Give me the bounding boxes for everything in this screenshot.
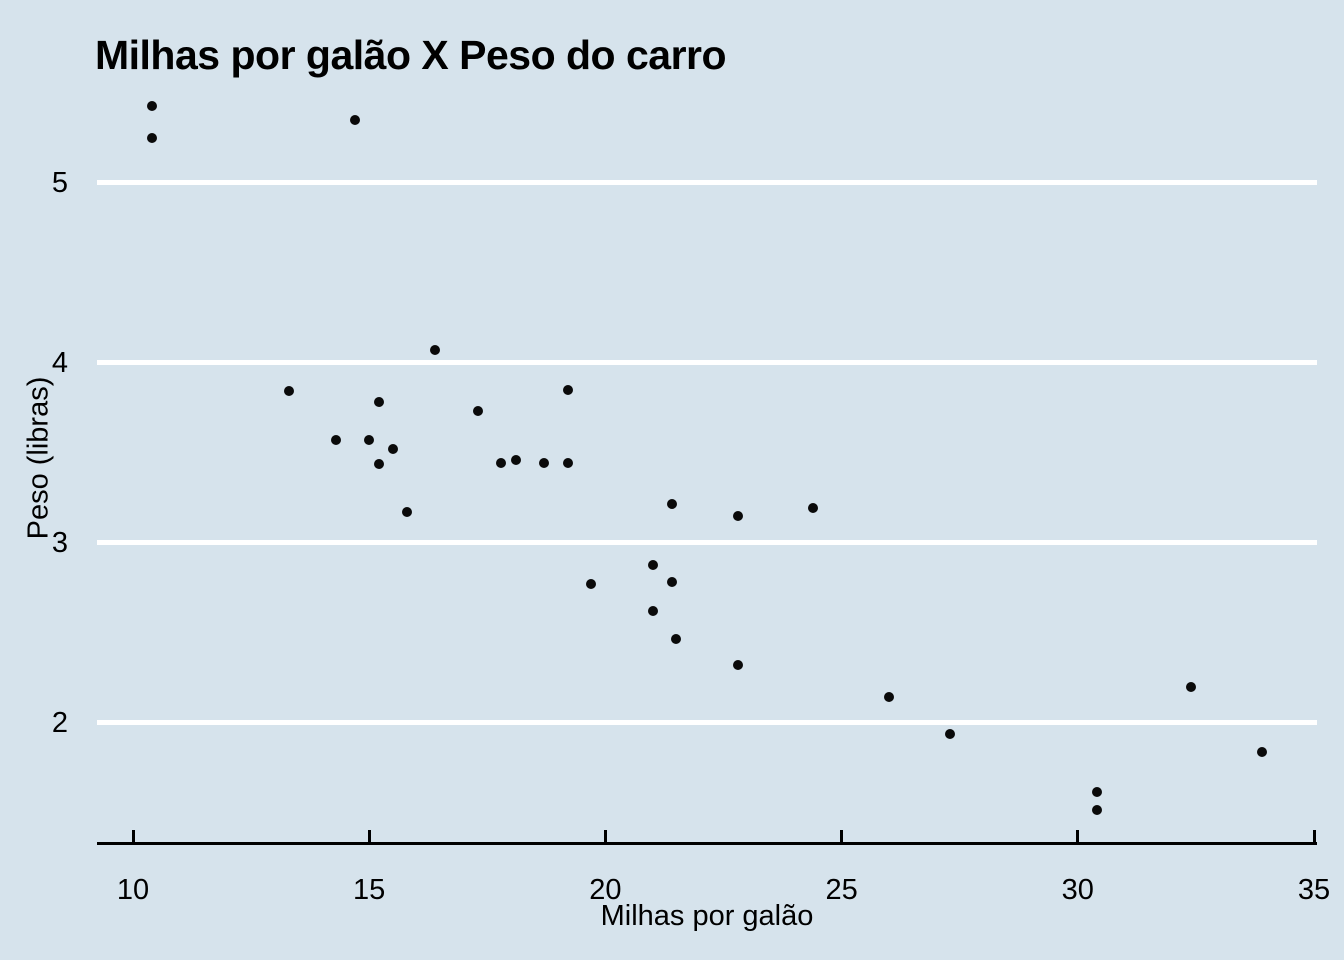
x-tick-mark <box>367 830 371 843</box>
data-point <box>496 458 507 469</box>
data-point <box>666 577 677 588</box>
gridline <box>97 360 1317 365</box>
data-point <box>647 560 658 570</box>
data-point <box>401 506 412 517</box>
data-point <box>350 115 361 126</box>
data-point <box>146 101 157 112</box>
data-point <box>562 385 573 396</box>
data-point <box>732 659 743 670</box>
data-point <box>647 605 658 616</box>
x-tick-label: 20 <box>589 874 622 906</box>
data-point <box>1091 786 1102 797</box>
x-tick-label: 15 <box>353 874 386 906</box>
y-axis-label: Peso (libras) <box>22 376 55 540</box>
chart-title: Milhas por galão X Peso do carro <box>95 32 727 78</box>
x-tick-label: 25 <box>825 874 858 906</box>
x-axis-line <box>97 842 1317 845</box>
data-point <box>373 459 384 470</box>
data-point <box>146 132 157 143</box>
data-point <box>538 458 549 469</box>
data-point <box>331 434 342 445</box>
x-tick-label: 10 <box>116 874 150 906</box>
data-point <box>364 434 375 445</box>
data-point <box>283 386 294 397</box>
y-tick-label: 3 <box>51 526 68 559</box>
data-point <box>808 503 819 514</box>
gridline <box>97 180 1317 185</box>
x-tick-label: 35 <box>1297 874 1331 906</box>
data-point <box>1091 805 1102 816</box>
x-axis-label: Milhas por galão <box>600 900 814 932</box>
x-tick-label: 30 <box>1061 874 1094 906</box>
data-point <box>945 729 956 740</box>
x-tick-mark <box>131 830 135 843</box>
data-point <box>510 454 521 465</box>
y-tick-label: 5 <box>51 166 68 199</box>
gridline <box>97 540 1317 545</box>
x-tick-mark <box>840 830 844 843</box>
data-point <box>387 443 398 454</box>
data-point <box>1257 747 1268 758</box>
data-point <box>586 578 597 589</box>
data-point <box>472 406 483 417</box>
y-tick-label: 4 <box>51 346 68 379</box>
data-point <box>666 498 677 509</box>
x-tick-mark <box>1076 830 1080 843</box>
data-point <box>1186 681 1197 692</box>
gridline <box>97 720 1317 725</box>
y-tick-label: 2 <box>51 706 68 739</box>
data-point <box>883 692 894 703</box>
data-point <box>373 397 384 408</box>
data-point <box>671 633 682 644</box>
x-tick-mark <box>1312 830 1316 843</box>
data-point <box>430 344 441 355</box>
x-tick-mark <box>603 830 607 843</box>
data-point <box>732 510 743 521</box>
data-point <box>562 458 573 469</box>
